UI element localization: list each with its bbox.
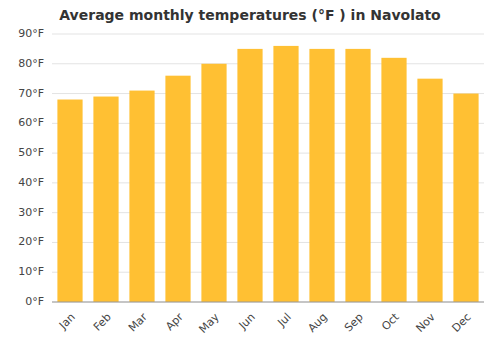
x-tick-label: Jul: [274, 311, 293, 330]
y-tick-label: 70°F: [18, 87, 44, 100]
bars: [57, 46, 478, 302]
y-tick-label: 40°F: [18, 176, 44, 189]
chart-container: 0°F 10°F 20°F 30°F 40°F 50°F 60°F 70°F 80°F 90°F J…: [0, 0, 500, 350]
bar: [201, 64, 226, 302]
y-tick-label: 0°F: [25, 295, 44, 308]
x-tick-label: Sep: [342, 311, 366, 335]
x-tick-label: Mar: [126, 310, 150, 334]
bar: [381, 58, 406, 302]
y-tick-label: 30°F: [18, 206, 44, 219]
chart-svg: 0°F 10°F 20°F 30°F 40°F 50°F 60°F 70°F 80°F 90°F J…: [0, 0, 500, 350]
bar: [345, 49, 370, 302]
bar: [129, 91, 154, 302]
x-tick-label: Jan: [56, 311, 78, 333]
bar: [453, 94, 478, 302]
y-tick-label: 10°F: [18, 265, 44, 278]
y-tick-label: 20°F: [18, 235, 44, 248]
x-tick-label: Nov: [413, 310, 438, 335]
x-tick-label: Oct: [379, 310, 402, 333]
x-tick-label: Jun: [236, 311, 258, 333]
grid-line: [52, 63, 484, 64]
x-tick-label: Feb: [91, 311, 114, 334]
x-tick-label: Apr: [163, 310, 186, 333]
x-tick-label: Dec: [450, 311, 474, 335]
bar: [57, 100, 82, 302]
x-axis-line: [52, 302, 484, 303]
x-tick-label: Aug: [305, 311, 329, 335]
y-tick-label: 90°F: [18, 27, 44, 40]
bar: [165, 76, 190, 302]
bar: [93, 97, 118, 302]
bar: [309, 49, 334, 302]
y-axis: 0°F 10°F 20°F 30°F 40°F 50°F 60°F 70°F 80°F 90°F: [18, 27, 44, 308]
grid-line: [52, 302, 484, 303]
y-tick-label: 50°F: [18, 146, 44, 159]
bar: [273, 46, 298, 302]
x-axis: Jan Feb Mar Apr May Jun Jul Aug Sep Oct Nov Dec: [52, 302, 484, 336]
y-grid: [52, 34, 484, 302]
page: {"chart_data": {"type": "bar", "title": …: [0, 0, 500, 350]
grid-line: [52, 34, 484, 35]
chart-title: Average monthly temperatures (°F ) in Na…: [59, 7, 441, 23]
bar: [417, 79, 442, 302]
x-tick-label: May: [196, 310, 222, 336]
bar: [237, 49, 262, 302]
y-tick-label: 80°F: [18, 57, 44, 70]
y-tick-label: 60°F: [18, 116, 44, 129]
